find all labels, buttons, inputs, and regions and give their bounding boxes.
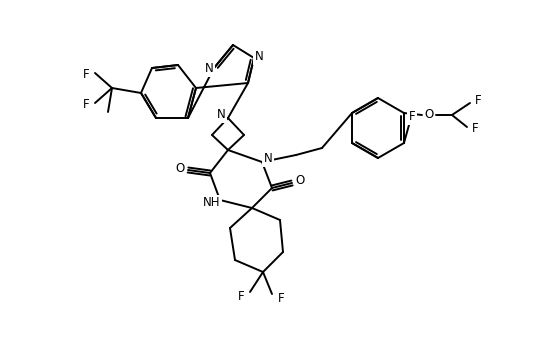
Text: O: O [175, 161, 184, 174]
Text: N: N [255, 51, 263, 64]
Text: F: F [472, 122, 478, 135]
Text: F: F [408, 111, 415, 124]
Text: O: O [295, 174, 304, 187]
Text: O: O [425, 108, 434, 121]
Text: F: F [83, 67, 90, 80]
Text: F: F [237, 291, 244, 304]
Text: F: F [278, 292, 284, 305]
Text: NH: NH [203, 197, 221, 210]
Text: F: F [83, 98, 90, 111]
Text: N: N [205, 62, 213, 75]
Text: N: N [217, 108, 225, 121]
Text: F: F [475, 94, 481, 107]
Text: N: N [264, 152, 272, 166]
